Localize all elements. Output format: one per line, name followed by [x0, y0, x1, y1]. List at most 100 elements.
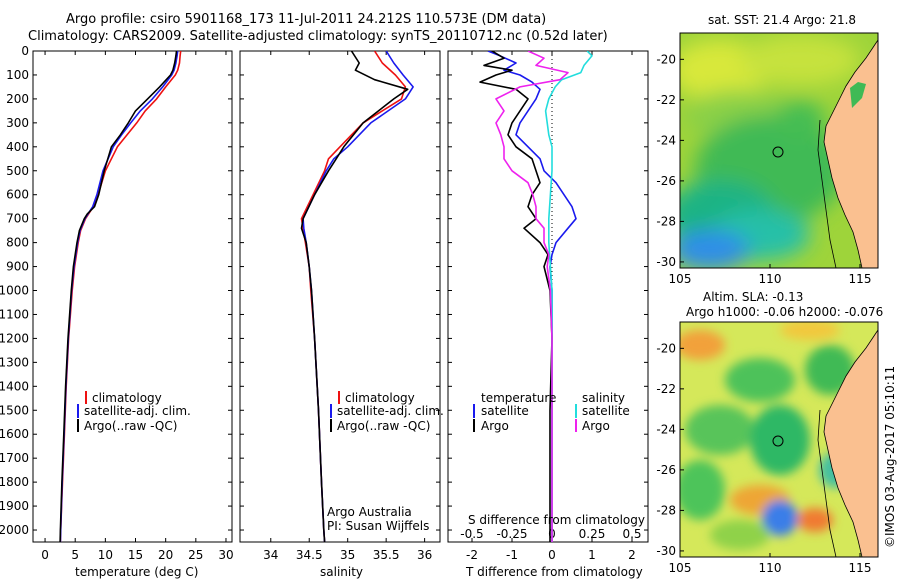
temperature-axis-label: temperature (deg C) [75, 565, 198, 579]
y-tick-label: 900 [6, 260, 29, 274]
salinity-lines [300, 51, 414, 542]
t-tick-label: 0 [548, 548, 556, 562]
sla-argo-location-marker [772, 435, 784, 447]
s-argo-line [495, 51, 569, 542]
x-tick-label: 10 [98, 548, 113, 562]
t-tick-label: -2 [466, 548, 478, 562]
lon-tick-label: 105 [669, 272, 692, 286]
y-tick-label: 1000 [0, 284, 29, 298]
sst-map-image [680, 33, 878, 268]
legend-salinity-header: salinity [582, 391, 625, 405]
lat-tick-label: -28 [656, 503, 676, 517]
x-tick-label: 36 [417, 548, 432, 562]
difference-depth-ticks [448, 50, 648, 531]
credit-argo-australia: Argo Australia [327, 505, 412, 519]
temperature-lines [59, 51, 182, 542]
salinity-plot-frame [239, 50, 441, 543]
sst-land-shape [823, 39, 878, 268]
y-tick-label: 1700 [0, 451, 29, 465]
difference-lines [479, 51, 593, 542]
s-tick-label: 0.25 [579, 527, 606, 541]
x-tick-label: 34.5 [296, 548, 323, 562]
y-tick-label: 1400 [0, 379, 29, 393]
x-tick-label: 30 [218, 548, 233, 562]
y-tick-label: 600 [6, 188, 29, 202]
y-tick-label: 2000 [0, 523, 29, 537]
sla-map-ticks: 105 110 115 -20 -22 -24 -26 -28 -30 [656, 341, 871, 575]
t-tick-label: 2 [628, 548, 636, 562]
y-tick-label: 300 [6, 116, 29, 130]
lat-tick-label: -22 [656, 93, 676, 107]
lat-tick-label: -24 [656, 422, 676, 436]
depth-axis-ticks: 0 100 200 300 400 500 600 700 800 900 1000 1100 1200… [0, 44, 232, 537]
x-tick-label: 34 [263, 548, 278, 562]
y-tick-label: 200 [6, 92, 29, 106]
legend-satellite-label: satellite-adj. clim. [84, 404, 191, 418]
lat-tick-label: -30 [656, 544, 676, 558]
sla-map-panel: Altim. SLA: -0.13 Argo h1000: -0.06 h200… [656, 290, 897, 575]
temperature-legend: climatology satellite-adj. clim. Argo(..… [77, 391, 191, 433]
argo-line [59, 51, 178, 542]
y-tick-label: 1600 [0, 427, 29, 441]
legend-climatology-label: climatology [92, 391, 162, 405]
y-tick-label: 100 [6, 68, 29, 82]
difference-legend: temperature satellite Argo salinity sate… [473, 391, 630, 433]
t-tick-label: 1 [588, 548, 596, 562]
difference-panel: -2 -1 0 1 2 -0.5 -0.25 0 0.25 0.5 S difference f… [447, 50, 649, 579]
sst-argo-location-marker [772, 146, 784, 158]
sla-land-shape [823, 329, 878, 557]
t-difference-axis-label: T difference from climatology [465, 565, 643, 579]
sst-map-panel: sat. SST: 21.4 Argo: 21.8 105 110 115 -20 -2… [656, 13, 879, 286]
lat-tick-label: -22 [656, 382, 676, 396]
figure-title-line1: Argo profile: csiro 5901168_173 11-Jul-2… [66, 12, 547, 27]
legend-satellite-label: satellite-adj. clim. [337, 404, 444, 418]
y-tick-label: 0 [21, 44, 29, 58]
legend-temperature-header: temperature [481, 391, 556, 405]
y-tick-label: 1500 [0, 403, 29, 417]
sst-map-ticks: 105 110 115 -20 -22 -24 -26 -28 -30 [656, 52, 871, 286]
legend-s-argo-label: Argo [582, 419, 610, 433]
temperature-plot-frame [32, 50, 233, 543]
sst-map-title: sat. SST: 21.4 Argo: 21.8 [708, 13, 856, 27]
legend-s-satellite-label: satellite [582, 404, 630, 418]
y-tick-label: 1900 [0, 499, 29, 513]
y-tick-label: 500 [6, 164, 29, 178]
legend-argo-label: Argo(..raw -QC) [337, 419, 430, 433]
sla-map-title-line2: Argo h1000: -0.06 h2000: -0.076 [686, 305, 883, 319]
imos-credit: ©IMOS 03-Aug-2017 05:10:11 [883, 366, 897, 548]
lon-tick-label: 110 [759, 561, 782, 575]
s-tick-label: 0.5 [622, 527, 641, 541]
lon-tick-label: 105 [669, 561, 692, 575]
y-tick-label: 700 [6, 212, 29, 226]
t-tick-label: -1 [506, 548, 518, 562]
x-tick-label: 35 [340, 548, 355, 562]
figure-title-line2: Climatology: CARS2009. Satellite-adjuste… [28, 29, 608, 44]
y-tick-label: 1800 [0, 475, 29, 489]
legend-argo-label: Argo(..raw -QC) [84, 419, 177, 433]
y-tick-label: 1200 [0, 331, 29, 345]
lat-tick-label: -26 [656, 463, 676, 477]
y-tick-label: 800 [6, 236, 29, 250]
lat-tick-label: -20 [656, 341, 676, 355]
salinity-axis-label: salinity [320, 565, 363, 579]
s-difference-axis-label: S difference from climatology [468, 513, 645, 527]
legend-t-argo-label: Argo [481, 419, 509, 433]
x-tick-label: 35.5 [373, 548, 400, 562]
lat-tick-label: -30 [656, 255, 676, 269]
sst-map-frame [679, 32, 879, 269]
y-tick-label: 1100 [0, 307, 29, 321]
argo-line [300, 51, 409, 542]
salinity-legend: climatology satellite-adj. clim. Argo(..… [330, 391, 444, 433]
y-tick-label: 400 [6, 140, 29, 154]
x-tick-label: 20 [158, 548, 173, 562]
t-argo-line [479, 51, 553, 542]
x-tick-label: 25 [188, 548, 203, 562]
lat-tick-label: -24 [656, 133, 676, 147]
salinity-panel: 34 34.5 35 35.5 36 salinity climatology sate… [239, 50, 444, 579]
lon-tick-label: 115 [849, 272, 872, 286]
y-tick-label: 1300 [0, 355, 29, 369]
salinity-axis-ticks: 34 34.5 35 35.5 36 [263, 51, 432, 562]
x-tick-label: 5 [71, 548, 79, 562]
legend-t-satellite-label: satellite [481, 404, 529, 418]
